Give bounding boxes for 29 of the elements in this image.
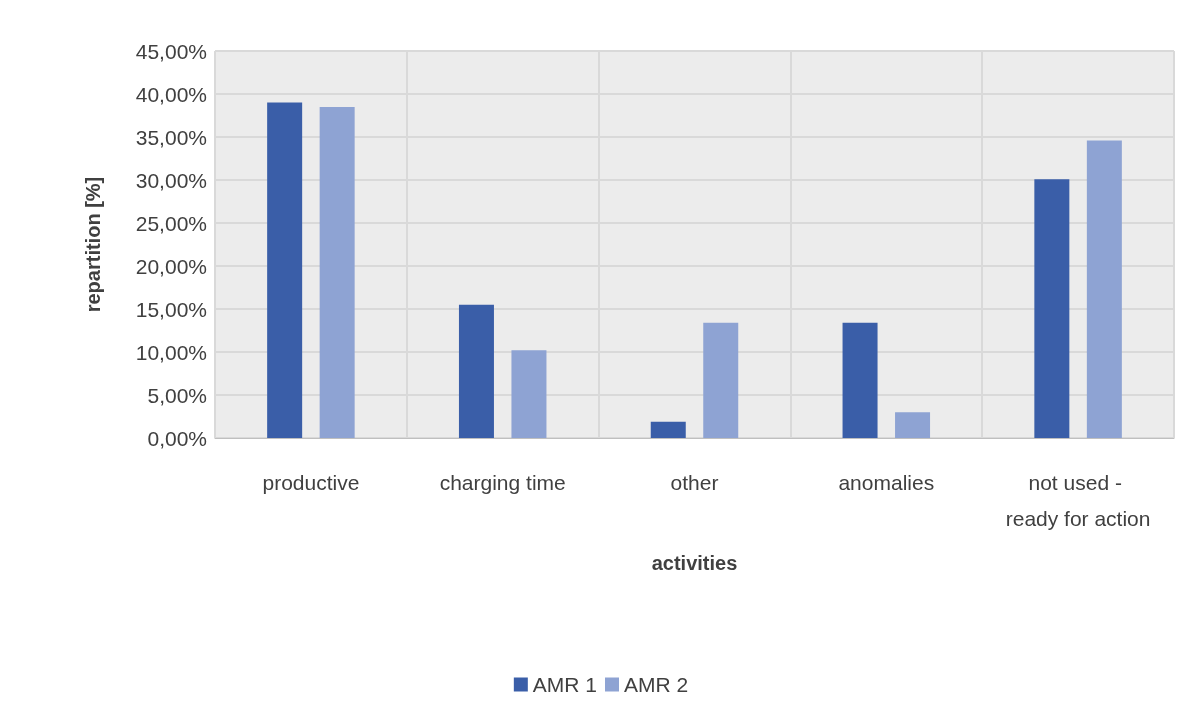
bar bbox=[650, 421, 686, 438]
y-axis-title: repartition [%] bbox=[82, 176, 104, 313]
x-tick-label: other bbox=[670, 470, 719, 494]
bar bbox=[703, 322, 739, 438]
bar bbox=[267, 102, 303, 438]
x-tick-label: productive bbox=[262, 470, 360, 494]
bar bbox=[842, 322, 878, 438]
bar bbox=[458, 304, 494, 438]
legend-label: AMR 1 bbox=[532, 673, 598, 696]
bar bbox=[511, 350, 547, 438]
y-tick-label: 15,00% bbox=[135, 297, 207, 321]
y-tick-label: 35,00% bbox=[135, 125, 207, 149]
bar bbox=[895, 412, 931, 438]
legend-label: AMR 2 bbox=[624, 673, 689, 696]
y-tick-label: 10,00% bbox=[135, 340, 207, 364]
y-tick-label: 5,00% bbox=[147, 383, 207, 407]
y-tick-label: 20,00% bbox=[135, 254, 207, 278]
bar bbox=[1034, 179, 1070, 438]
x-tick-label: anomalies bbox=[838, 470, 935, 494]
bar bbox=[1086, 140, 1122, 438]
x-axis-title: activities bbox=[651, 552, 738, 574]
y-tick-label: 45,00% bbox=[135, 39, 207, 63]
y-tick-label: 30,00% bbox=[135, 168, 207, 192]
bar bbox=[319, 106, 355, 438]
y-tick-label: 40,00% bbox=[135, 82, 207, 106]
x-tick-label: not used - ready for action bbox=[1005, 470, 1151, 530]
y-tick-label: 25,00% bbox=[135, 211, 207, 235]
y-tick-label: 0,00% bbox=[147, 426, 207, 450]
x-tick-label: charging time bbox=[439, 470, 566, 494]
